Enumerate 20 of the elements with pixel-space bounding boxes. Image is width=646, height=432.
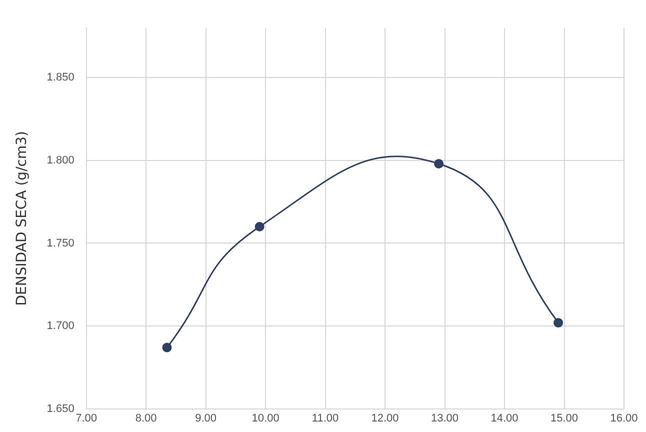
x-tick-label: 10.00 bbox=[252, 412, 280, 424]
y-tick-label: 1.800 bbox=[46, 154, 74, 166]
point bbox=[254, 222, 264, 232]
x-tick-label: 12.00 bbox=[371, 412, 399, 424]
x-tick-label: 7.00 bbox=[76, 412, 98, 424]
x-tick-label: 14.00 bbox=[490, 412, 518, 424]
point bbox=[434, 159, 444, 169]
y-tick-label: 1.850 bbox=[46, 72, 74, 84]
point bbox=[554, 318, 564, 328]
x-tick-label: 9.00 bbox=[195, 412, 217, 424]
y-axis-title: DENSIDAD SECA (g/cm3) bbox=[14, 131, 30, 306]
x-tick-label: 16.00 bbox=[610, 412, 638, 424]
y-tick-label: 1.750 bbox=[46, 237, 74, 250]
x-tick-label: 13.00 bbox=[431, 412, 459, 424]
point bbox=[162, 342, 172, 352]
x-tick-label: 15.00 bbox=[550, 412, 578, 424]
x-tick-label: 11.00 bbox=[312, 412, 339, 424]
y-tick-label: 1.650 bbox=[46, 402, 74, 415]
y-tick-label: 1.700 bbox=[46, 320, 74, 332]
x-tick-label: 8.00 bbox=[135, 412, 157, 424]
